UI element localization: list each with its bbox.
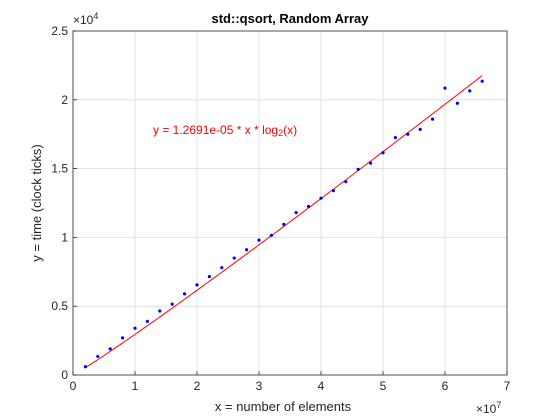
fit-curve-group xyxy=(85,75,483,369)
y-tick-label: 1.5 xyxy=(51,162,68,176)
data-point xyxy=(381,151,385,155)
data-point xyxy=(195,283,199,287)
x-tick-label: 3 xyxy=(256,379,263,393)
chart-title: std::qsort, Random Array xyxy=(212,11,370,26)
data-point xyxy=(369,161,373,165)
data-point xyxy=(443,86,447,90)
data-point xyxy=(319,196,323,200)
data-point xyxy=(245,248,249,252)
data-point xyxy=(468,89,472,93)
data-point xyxy=(393,136,397,140)
y-tick-label: 0.5 xyxy=(51,299,68,313)
data-point xyxy=(207,275,211,279)
data-point xyxy=(83,365,87,369)
data-point xyxy=(406,132,410,136)
y-tick-label: 2.5 xyxy=(51,24,68,38)
data-point xyxy=(220,266,224,270)
fit-equation-annotation: y = 1.2691e-05 * x * log2(x) xyxy=(153,123,297,138)
data-point xyxy=(282,222,286,226)
x-tick-label: 5 xyxy=(380,379,387,393)
x-axis-ticks: 0 1 2 3 4 5 6 7 xyxy=(70,371,511,393)
x-axis-label: x = number of elements xyxy=(215,399,352,414)
data-point xyxy=(307,204,311,209)
data-point xyxy=(257,238,261,242)
data-point xyxy=(232,256,236,260)
data-point xyxy=(96,354,100,359)
data-point xyxy=(269,233,273,237)
data-points-group xyxy=(83,79,484,369)
plot-area xyxy=(73,31,507,375)
data-point xyxy=(158,309,162,313)
data-point xyxy=(480,79,484,83)
x-tick-label: 4 xyxy=(318,379,325,393)
y-exponent-label: ×104 xyxy=(73,11,98,27)
data-point xyxy=(344,180,348,184)
y-axis-ticks: 0 0.5 1 1.5 2 2.5 xyxy=(51,24,77,382)
y-tick-label: 1 xyxy=(61,230,68,244)
data-point xyxy=(356,167,360,171)
x-tick-label: 2 xyxy=(194,379,201,393)
x-exponent-power: 7 xyxy=(496,400,501,410)
y-exponent-power: 4 xyxy=(93,11,98,21)
data-point xyxy=(108,347,112,351)
data-point xyxy=(294,211,298,215)
plot-box xyxy=(72,30,508,376)
y-tick-label: 0 xyxy=(61,368,68,382)
data-point xyxy=(431,117,435,121)
x-tick-label: 7 xyxy=(504,379,511,393)
y-tick-label: 2 xyxy=(61,93,68,107)
data-point xyxy=(183,292,187,296)
x-exponent-base: ×10 xyxy=(476,402,497,416)
data-point xyxy=(121,336,125,340)
fit-curve xyxy=(85,75,483,369)
fit-equation-suffix: (x) xyxy=(283,123,297,137)
data-point xyxy=(170,302,174,306)
x-tick-label: 1 xyxy=(132,379,139,393)
data-point xyxy=(331,189,335,193)
data-point xyxy=(133,326,137,330)
y-exponent-base: ×10 xyxy=(73,13,94,27)
x-tick-label: 0 xyxy=(70,379,77,393)
data-point xyxy=(145,319,149,323)
x-exponent-label: ×107 xyxy=(476,400,501,416)
fit-equation-prefix: y = 1.2691e-05 * x * log xyxy=(153,123,278,137)
data-point xyxy=(418,127,422,131)
data-point xyxy=(455,101,459,105)
y-axis-label: y = time (clock ticks) xyxy=(29,144,44,261)
x-tick-label: 6 xyxy=(442,379,449,393)
fit-equation-subscript: 2 xyxy=(278,128,283,138)
